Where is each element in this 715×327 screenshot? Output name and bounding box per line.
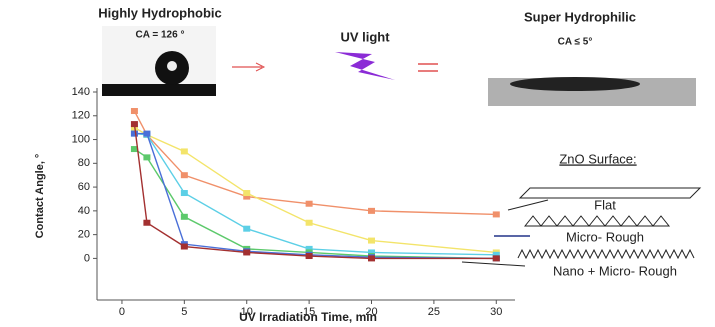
series-line — [134, 132, 497, 256]
point — [180, 172, 188, 179]
point — [305, 245, 313, 252]
y-tick-label: 20 — [78, 229, 90, 241]
flat-label: Flat — [594, 197, 616, 212]
y-tick-label: 60 — [78, 181, 90, 193]
point — [305, 253, 313, 260]
flat-icon — [518, 187, 702, 199]
uv-label: UV light — [340, 29, 390, 44]
right-title: Super Hydrophilic — [524, 9, 636, 24]
spread-droplet — [510, 77, 640, 91]
x-axis-title: UV Irradiation Time, min — [239, 310, 377, 324]
y-tick-label: 100 — [72, 133, 90, 145]
right-ca: CA ≤ 5° — [558, 37, 593, 48]
x-tick-label: 5 — [181, 306, 187, 318]
point — [368, 255, 376, 262]
point — [143, 130, 151, 137]
series-line — [134, 127, 497, 254]
y-tick-label: 140 — [72, 86, 90, 98]
y-tick-label: 120 — [72, 110, 90, 122]
lightning — [335, 52, 395, 80]
y-tick-label: 0 — [84, 252, 90, 264]
point — [130, 130, 138, 137]
point — [492, 251, 500, 258]
point — [243, 225, 251, 232]
series-line — [133, 110, 497, 216]
x-tick-label: 20 — [365, 306, 377, 318]
point — [143, 219, 151, 226]
y-tick-label: 80 — [78, 157, 90, 169]
point — [368, 207, 376, 214]
x-tick-label: 10 — [241, 306, 253, 318]
series-line — [133, 124, 497, 260]
droplet-highlight — [167, 61, 177, 71]
x-tick-label: 30 — [490, 306, 502, 318]
x-tick-label: 15 — [303, 306, 315, 318]
point — [143, 154, 151, 161]
nano-icon — [517, 248, 695, 260]
point — [243, 190, 251, 197]
point — [368, 237, 376, 244]
arrow-head — [255, 62, 266, 72]
pointer-arrow — [507, 199, 549, 211]
point — [130, 121, 138, 128]
y-tick-label: 40 — [78, 205, 90, 217]
micro-label: Micro- Rough — [566, 229, 644, 244]
point — [305, 219, 313, 226]
y-axis-title: Contact Angle, ° — [34, 154, 46, 239]
point — [368, 249, 376, 256]
series-line — [134, 148, 497, 260]
point — [180, 243, 188, 250]
point — [180, 148, 188, 155]
left-title: Highly Hydrophobic — [98, 5, 222, 20]
point — [130, 108, 138, 115]
point — [305, 200, 313, 207]
left-ca: CA = 126 ° — [136, 30, 185, 41]
point — [243, 193, 251, 200]
x-tick-label: 25 — [428, 306, 440, 318]
point — [180, 190, 188, 197]
point — [243, 249, 251, 256]
surface-title: ZnO Surface: — [559, 151, 636, 166]
point — [492, 255, 500, 262]
point — [180, 213, 188, 220]
substrate — [102, 84, 216, 96]
nano-label: Nano + Micro- Rough — [553, 263, 677, 278]
point — [492, 211, 500, 218]
point — [130, 146, 138, 153]
micro-icon — [523, 215, 671, 227]
pointer-arrow — [461, 261, 526, 267]
x-tick-label: 0 — [119, 306, 125, 318]
